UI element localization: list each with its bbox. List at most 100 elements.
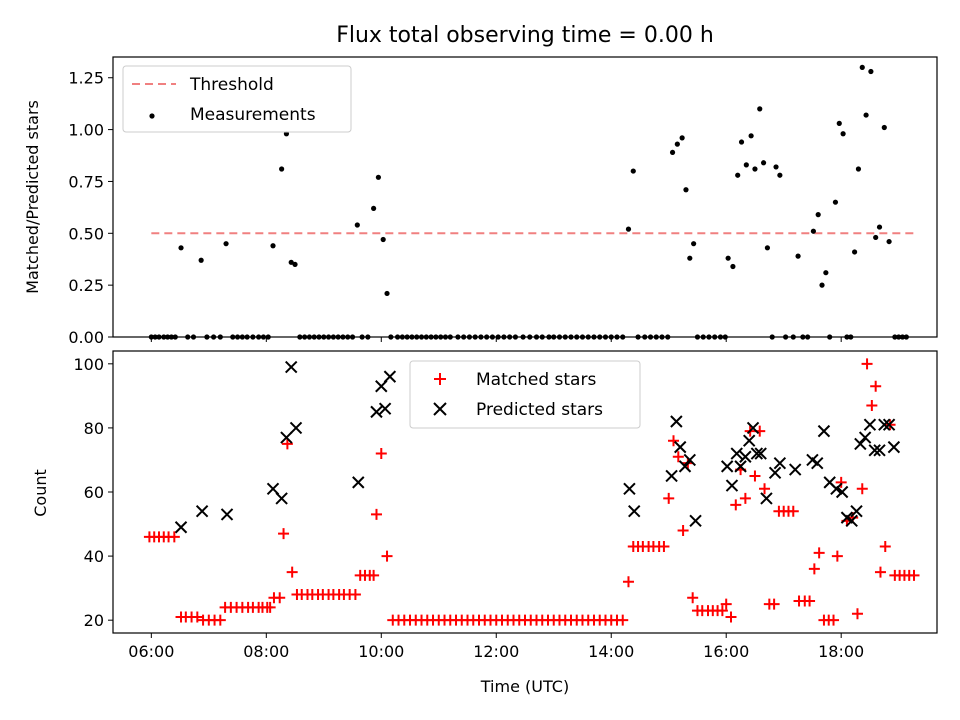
measurement-point [687, 255, 693, 261]
predicted-star-point [868, 444, 881, 457]
top-y-tick-label: 0.50 [68, 224, 104, 243]
predicted-star-point [678, 460, 692, 473]
predicted-star-point [739, 450, 752, 463]
matched-star-point [739, 492, 751, 504]
bottom-y-tick-label: 100 [73, 355, 104, 374]
predicted-star-point [352, 476, 365, 489]
predicted-star-point [760, 492, 773, 505]
measurements-legend-swatch [149, 113, 155, 119]
measurement-point [757, 106, 763, 112]
predicted-star-point [623, 482, 636, 496]
bottom-axis-ticks: 06:00 08:00 10:00 12:00 14:00 16:00 18:00 20 40 6… [73, 355, 864, 661]
measurement-point [743, 162, 749, 168]
top-legend-box [122, 65, 352, 133]
bottom-y-axis-label: Count [31, 469, 50, 517]
predicted-star-point [285, 360, 298, 374]
predicted-star-point [882, 418, 896, 431]
predicted-star-point [845, 514, 858, 528]
predicted-star-point [858, 431, 872, 444]
predicted-star-point [670, 415, 683, 428]
predicted-star-point [734, 460, 747, 473]
matched-star-point [677, 524, 689, 536]
x-axis-label: Time (UTC) [480, 677, 569, 696]
measurement-point [270, 243, 276, 249]
measurement-point [881, 124, 887, 131]
top-y-tick-label: 1.00 [68, 121, 104, 140]
matched-star-point [787, 505, 799, 517]
matched-star-point [874, 566, 886, 578]
matched-star-point [278, 528, 290, 540]
predicted-legend-swatch [433, 402, 447, 416]
predicted-star-point [830, 482, 843, 496]
matched-star-point [725, 611, 737, 623]
measurement-point [292, 261, 298, 268]
measurement-point [384, 290, 390, 297]
bottom-y-tick-label: 40 [84, 547, 104, 566]
bottom-plot-frame [112, 350, 938, 634]
matched-star-point [720, 598, 732, 610]
matched-star-point [808, 563, 820, 575]
predicted-star-point [850, 505, 863, 518]
top-y-tick-label: 1.25 [68, 69, 104, 88]
matched-star-point [861, 358, 873, 370]
bottom-y-tick-label: 80 [84, 419, 104, 438]
measurement-point [375, 174, 382, 180]
matched-star-point [672, 451, 684, 463]
measurement-point [795, 253, 801, 259]
predicted-star-point [689, 514, 702, 528]
measurements-legend-label: Measurements [190, 105, 316, 125]
matched-star-point [658, 540, 670, 552]
measurement-point [674, 141, 680, 147]
measurement-point [354, 222, 360, 228]
x-tick-label: 12:00 [473, 642, 519, 661]
predicted-star-point [628, 505, 641, 518]
measurement-point [371, 205, 377, 212]
measurement-point [815, 212, 821, 218]
predicted-star-point [289, 421, 303, 435]
measurement-point [852, 249, 858, 255]
matched-star-point [368, 569, 380, 581]
measurement-point [876, 224, 883, 230]
matched-star-point [716, 605, 728, 617]
measurement-point [873, 234, 879, 241]
measurement-point [735, 172, 741, 178]
measurement-point [773, 164, 779, 170]
matched-star-point [908, 569, 920, 581]
bottom-legend: Matched stars Predicted stars [409, 360, 641, 429]
x-tick-label: 16:00 [703, 642, 749, 661]
matched-star-point [687, 592, 699, 604]
predicted-star-point [195, 505, 209, 518]
measurement-point [748, 133, 754, 139]
x-tick-label: 14:00 [588, 642, 634, 661]
predicted-star-point [878, 418, 891, 431]
predicted-star-point [742, 434, 756, 447]
matched-star-point [370, 508, 382, 520]
measurement-point [625, 226, 632, 232]
threshold-legend-label: Threshold [189, 75, 274, 95]
predicted-star-point [835, 485, 849, 499]
matched-star-point [828, 614, 840, 626]
predicted-star-point [788, 463, 802, 476]
matched-star-point [856, 483, 868, 495]
count-panel: Count Time (UTC) 06:00 08:00 10:00 12:00 14:… [31, 350, 938, 696]
matched-star-point [668, 435, 680, 447]
measurement-point [868, 68, 874, 75]
predicted-star-point [370, 405, 383, 419]
measurement-point [764, 245, 771, 251]
measurement-point [738, 139, 745, 145]
matched-star-point [168, 531, 180, 543]
measurement-point [288, 259, 294, 265]
measurement-point [863, 112, 869, 118]
matched-star-point [381, 550, 393, 562]
predicted-star-point [720, 460, 734, 473]
matched-star-point [730, 499, 742, 511]
measurement-point [855, 166, 862, 172]
measurement-point [832, 199, 839, 205]
predicted-star-point [683, 453, 697, 467]
top-y-tick-label: 0.25 [68, 276, 104, 295]
measurement-point [823, 270, 829, 276]
measurement-point [178, 245, 184, 251]
matched-star-point [274, 592, 286, 604]
top-y-tick-label: 0.75 [68, 172, 104, 191]
